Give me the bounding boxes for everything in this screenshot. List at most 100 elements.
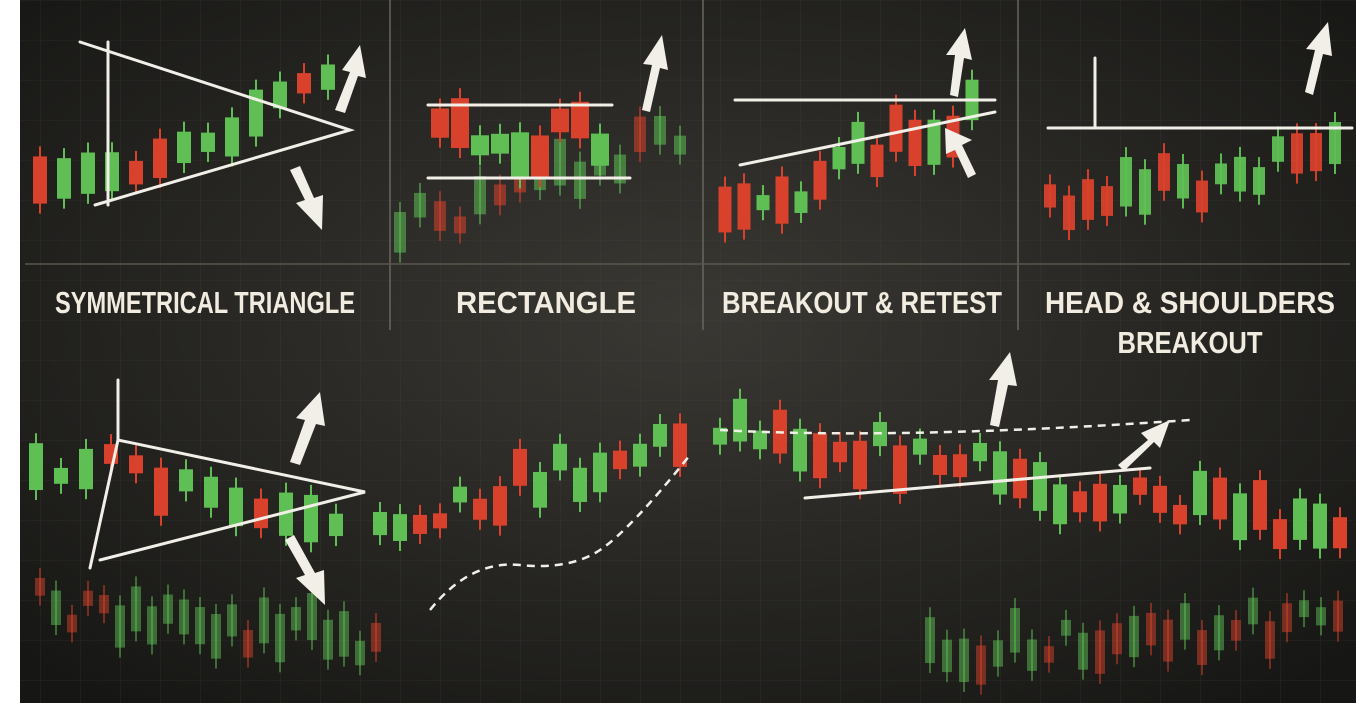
candle-body — [1177, 163, 1189, 199]
candle-body — [733, 398, 747, 442]
candle-body — [554, 138, 566, 186]
candle-body — [431, 108, 449, 138]
candle-body — [1282, 603, 1292, 633]
candle-body — [1101, 186, 1113, 216]
panel-title: BREAKOUT & RETEST — [722, 285, 1002, 320]
candle-body — [1027, 639, 1037, 671]
candle-body — [718, 186, 732, 233]
candle-body — [434, 201, 446, 231]
candle-body — [933, 454, 947, 475]
candle-body — [211, 614, 221, 659]
grid — [20, 0, 1356, 703]
candle-body — [574, 161, 586, 199]
candle-body — [1163, 619, 1173, 662]
candle-body — [177, 131, 191, 164]
candle-body — [1233, 493, 1247, 541]
candle-body — [925, 617, 935, 664]
candle-body — [1053, 484, 1067, 525]
candle-body — [976, 645, 986, 685]
candle-body — [81, 152, 95, 194]
candle-body — [273, 81, 287, 109]
candle-body — [927, 119, 941, 165]
candle-body — [1180, 603, 1190, 640]
candle-body — [893, 445, 907, 494]
candle-body — [1033, 462, 1047, 511]
candle-body — [1044, 646, 1054, 663]
titles: SYMMETRICAL TRIANGLE RECTANGLE BREAKOUT & … — [55, 285, 1335, 360]
candle-body — [57, 158, 71, 199]
candle-body — [993, 640, 1003, 667]
candle-body — [304, 494, 318, 543]
candle-body — [531, 135, 549, 178]
candle-body — [713, 427, 727, 445]
candle-body — [1082, 179, 1094, 220]
candle-body — [323, 619, 333, 660]
candle-body — [813, 433, 827, 479]
candle-body — [889, 104, 903, 152]
candle-body — [908, 119, 922, 167]
candle-body — [115, 605, 125, 648]
candle-body — [1248, 597, 1258, 625]
candle-body — [1173, 504, 1187, 525]
candle-body — [571, 101, 589, 139]
candle-body — [553, 443, 567, 471]
candle-body — [851, 121, 865, 164]
candle-body — [753, 430, 767, 450]
candle-body — [1063, 195, 1075, 231]
candle-body — [1197, 630, 1207, 665]
candle-body — [913, 438, 927, 455]
candle-body — [373, 512, 387, 536]
candle-body — [83, 590, 93, 606]
candle-body — [613, 450, 627, 470]
candle-body — [654, 116, 666, 145]
candle-body — [614, 154, 626, 184]
candle-body — [321, 64, 335, 90]
candle-body — [737, 183, 751, 230]
candle-body — [832, 146, 846, 170]
candle-body — [793, 428, 807, 472]
candle-body — [1333, 517, 1347, 549]
candle-body — [195, 607, 205, 645]
candle-body — [959, 638, 969, 683]
candle-body — [1316, 607, 1326, 626]
candle-body — [99, 595, 109, 614]
candle-body — [275, 613, 285, 663]
candle-body — [163, 594, 173, 624]
candle-body — [653, 423, 667, 447]
candle-body — [1120, 157, 1132, 207]
candle-body — [1231, 620, 1241, 641]
candle-body — [1273, 519, 1287, 550]
candle-body — [153, 138, 167, 179]
candle-body — [633, 443, 647, 467]
candle-body — [1196, 180, 1208, 213]
candle-body — [494, 184, 506, 206]
candle-body — [1010, 607, 1020, 653]
candle-body — [1329, 121, 1341, 165]
candle-body — [1234, 156, 1246, 192]
candle-body — [1139, 169, 1151, 215]
candle-body — [79, 448, 93, 490]
candle-body — [225, 117, 239, 157]
candle-body — [147, 606, 157, 645]
candle-body — [453, 486, 467, 503]
candle-body — [1093, 483, 1107, 522]
candle-body — [1215, 163, 1227, 185]
candle-body — [179, 599, 189, 635]
candle-body — [179, 469, 193, 492]
candle-body — [1253, 167, 1265, 195]
candle-body — [473, 498, 487, 520]
separators — [25, 0, 1350, 330]
candle-body — [794, 191, 808, 213]
candle-body — [307, 593, 317, 641]
candle-body — [1112, 623, 1122, 655]
candle-body — [513, 448, 527, 486]
left-margin — [0, 0, 20, 703]
candle-body — [1272, 136, 1284, 162]
candle-body — [1299, 600, 1309, 618]
candle-body — [1265, 621, 1275, 659]
candle-body — [297, 73, 311, 94]
candle-body — [454, 216, 466, 234]
candle-body — [291, 607, 301, 631]
candle-body — [1153, 485, 1167, 513]
candle-body — [1095, 630, 1105, 674]
